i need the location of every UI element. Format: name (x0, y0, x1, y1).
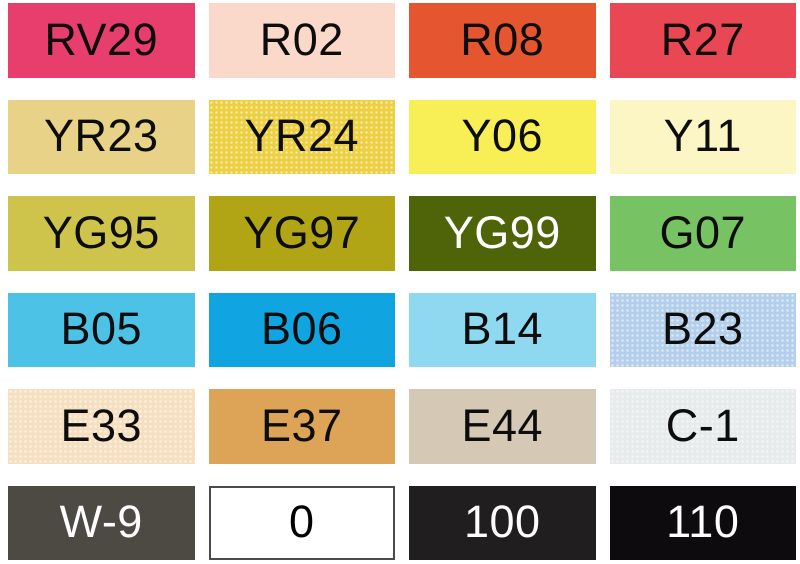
swatch-b14: B14 (409, 292, 596, 367)
swatch-y11: Y11 (609, 99, 796, 174)
swatch-e37: E37 (208, 389, 395, 464)
swatch-r02: R02 (208, 3, 395, 78)
swatch-rv29: RV29 (8, 3, 195, 78)
swatch-label-b05: B05 (60, 303, 143, 355)
swatch-label-r08: R08 (460, 13, 545, 65)
swatch-label-c-1: C-1 (665, 399, 740, 451)
swatch-y06: Y06 (409, 99, 596, 174)
swatch-e33: E33 (8, 389, 195, 464)
swatch-r08: R08 (409, 3, 596, 78)
swatch-w-9: W-9 (8, 485, 195, 560)
swatch-yg99: YG99 (409, 196, 596, 271)
swatch-label-e37: E37 (260, 399, 343, 451)
swatch-label-y11: Y11 (663, 110, 742, 162)
swatch-label-yg95: YG95 (42, 206, 160, 258)
swatch-0: 0 (208, 485, 395, 560)
swatch-b23: B23 (609, 292, 796, 367)
swatch-label-b23: B23 (661, 303, 744, 355)
swatch-label-b06: B06 (260, 303, 343, 355)
swatch-label-0: 0 (288, 496, 315, 548)
swatch-yr23: YR23 (8, 99, 195, 174)
swatch-c-1: C-1 (609, 389, 796, 464)
swatch-label-w-9: W-9 (59, 496, 143, 548)
swatch-yr24: YR24 (208, 99, 395, 174)
swatch-label-100: 100 (463, 496, 541, 548)
swatch-label-e33: E33 (60, 399, 143, 451)
swatch-label-e44: E44 (461, 399, 544, 451)
swatch-label-r02: R02 (259, 13, 344, 65)
swatch-label-yr24: YR24 (244, 110, 360, 162)
swatch-110: 110 (609, 485, 796, 560)
swatch-label-g07: G07 (659, 206, 747, 258)
swatch-b06: B06 (208, 292, 395, 367)
swatch-g07: G07 (609, 196, 796, 271)
swatch-label-yg97: YG97 (243, 206, 361, 258)
swatch-yg95: YG95 (8, 196, 195, 271)
swatch-yg97: YG97 (208, 196, 395, 271)
swatch-label-y06: Y06 (461, 110, 544, 162)
swatch-e44: E44 (409, 389, 596, 464)
swatch-b05: B05 (8, 292, 195, 367)
swatch-100: 100 (409, 485, 596, 560)
swatch-label-yr23: YR23 (43, 110, 159, 162)
swatch-label-110: 110 (666, 496, 740, 548)
swatch-label-r27: R27 (660, 13, 745, 65)
swatch-label-yg99: YG99 (443, 206, 561, 258)
swatch-r27: R27 (609, 3, 796, 78)
swatch-label-rv29: RV29 (44, 13, 159, 65)
swatch-label-b14: B14 (461, 303, 544, 355)
